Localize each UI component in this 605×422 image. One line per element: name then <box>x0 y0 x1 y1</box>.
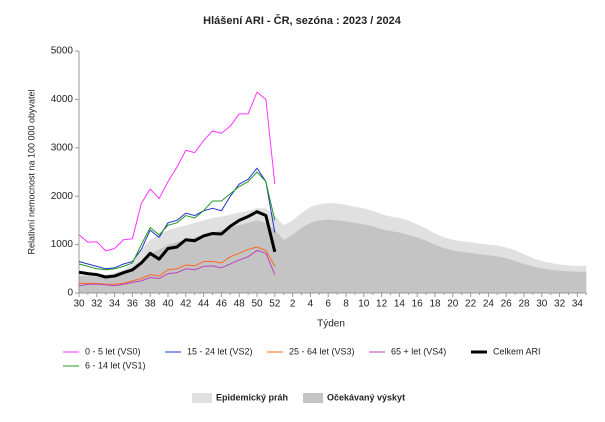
y-tick-label: 0 <box>67 288 73 299</box>
area <box>79 219 587 293</box>
x-tick-label: 26 <box>501 299 513 310</box>
x-tick-label: 52 <box>269 299 281 310</box>
x-tick-label: 18 <box>429 299 441 310</box>
series-line <box>78 210 277 279</box>
legend-label: Epidemický práh <box>216 392 288 402</box>
x-tick-label: 30 <box>536 299 548 310</box>
x-tick-label: 40 <box>162 299 174 310</box>
x-tick-label: 50 <box>251 299 263 310</box>
legend-swatch <box>192 393 212 403</box>
chart-title: Hlášení ARI - ČR, sezóna : 2023 / 2024 <box>203 14 402 27</box>
x-tick-label: 48 <box>234 299 246 310</box>
x-tick-label: 12 <box>376 299 388 310</box>
x-tick-label: 42 <box>180 299 192 310</box>
legend-label: 25 - 64 let (VS3) <box>289 346 355 356</box>
x-tick-label: 2 <box>290 299 296 310</box>
x-tick-label: 36 <box>127 299 139 310</box>
x-tick-label: 24 <box>483 299 495 310</box>
x-tick-label: 10 <box>358 299 370 310</box>
y-tick-label: 4000 <box>51 94 74 105</box>
series-line <box>78 91 276 252</box>
x-tick-label: 34 <box>572 299 584 310</box>
x-tick-label: 44 <box>198 299 210 310</box>
x-tick-label: 34 <box>109 299 121 310</box>
x-tick-label: 32 <box>554 299 566 310</box>
y-axis-label: Relativní nemocnost na 100 000 obyvatel <box>26 89 36 254</box>
x-axis-label: Týden <box>317 319 345 330</box>
x-tick-label: 38 <box>145 299 157 310</box>
x-tick-label: 30 <box>73 299 85 310</box>
series-line <box>79 246 276 285</box>
y-tick-label: 5000 <box>51 46 74 57</box>
legend-label: 6 - 14 let (VS1) <box>85 360 146 370</box>
x-tick-label: 16 <box>412 299 424 310</box>
y-tick-label: 1000 <box>51 239 74 250</box>
legend-label: Celkem ARI <box>493 346 541 356</box>
x-tick-label: 4 <box>308 299 314 310</box>
y-tick-label: 3000 <box>51 142 74 153</box>
series-line <box>78 171 276 271</box>
x-tick-label: 22 <box>465 299 477 310</box>
legend-label: Očekávaný výskyt <box>327 392 405 402</box>
x-tick-label: 14 <box>394 299 406 310</box>
legend-label: 15 - 24 let (VS2) <box>187 346 253 356</box>
x-tick-label: 6 <box>325 299 331 310</box>
series-line <box>78 167 276 270</box>
legend-label: 65 + let (VS4) <box>391 346 446 356</box>
series-line <box>78 249 276 287</box>
y-tick-label: 2000 <box>51 191 74 202</box>
legend-swatch <box>303 393 323 403</box>
x-tick-label: 20 <box>447 299 459 310</box>
legend-label: 0 - 5 let (VS0) <box>85 346 141 356</box>
x-tick-label: 32 <box>91 299 103 310</box>
x-tick-label: 46 <box>216 299 228 310</box>
x-tick-label: 28 <box>518 299 530 310</box>
x-tick-label: 8 <box>343 299 349 310</box>
